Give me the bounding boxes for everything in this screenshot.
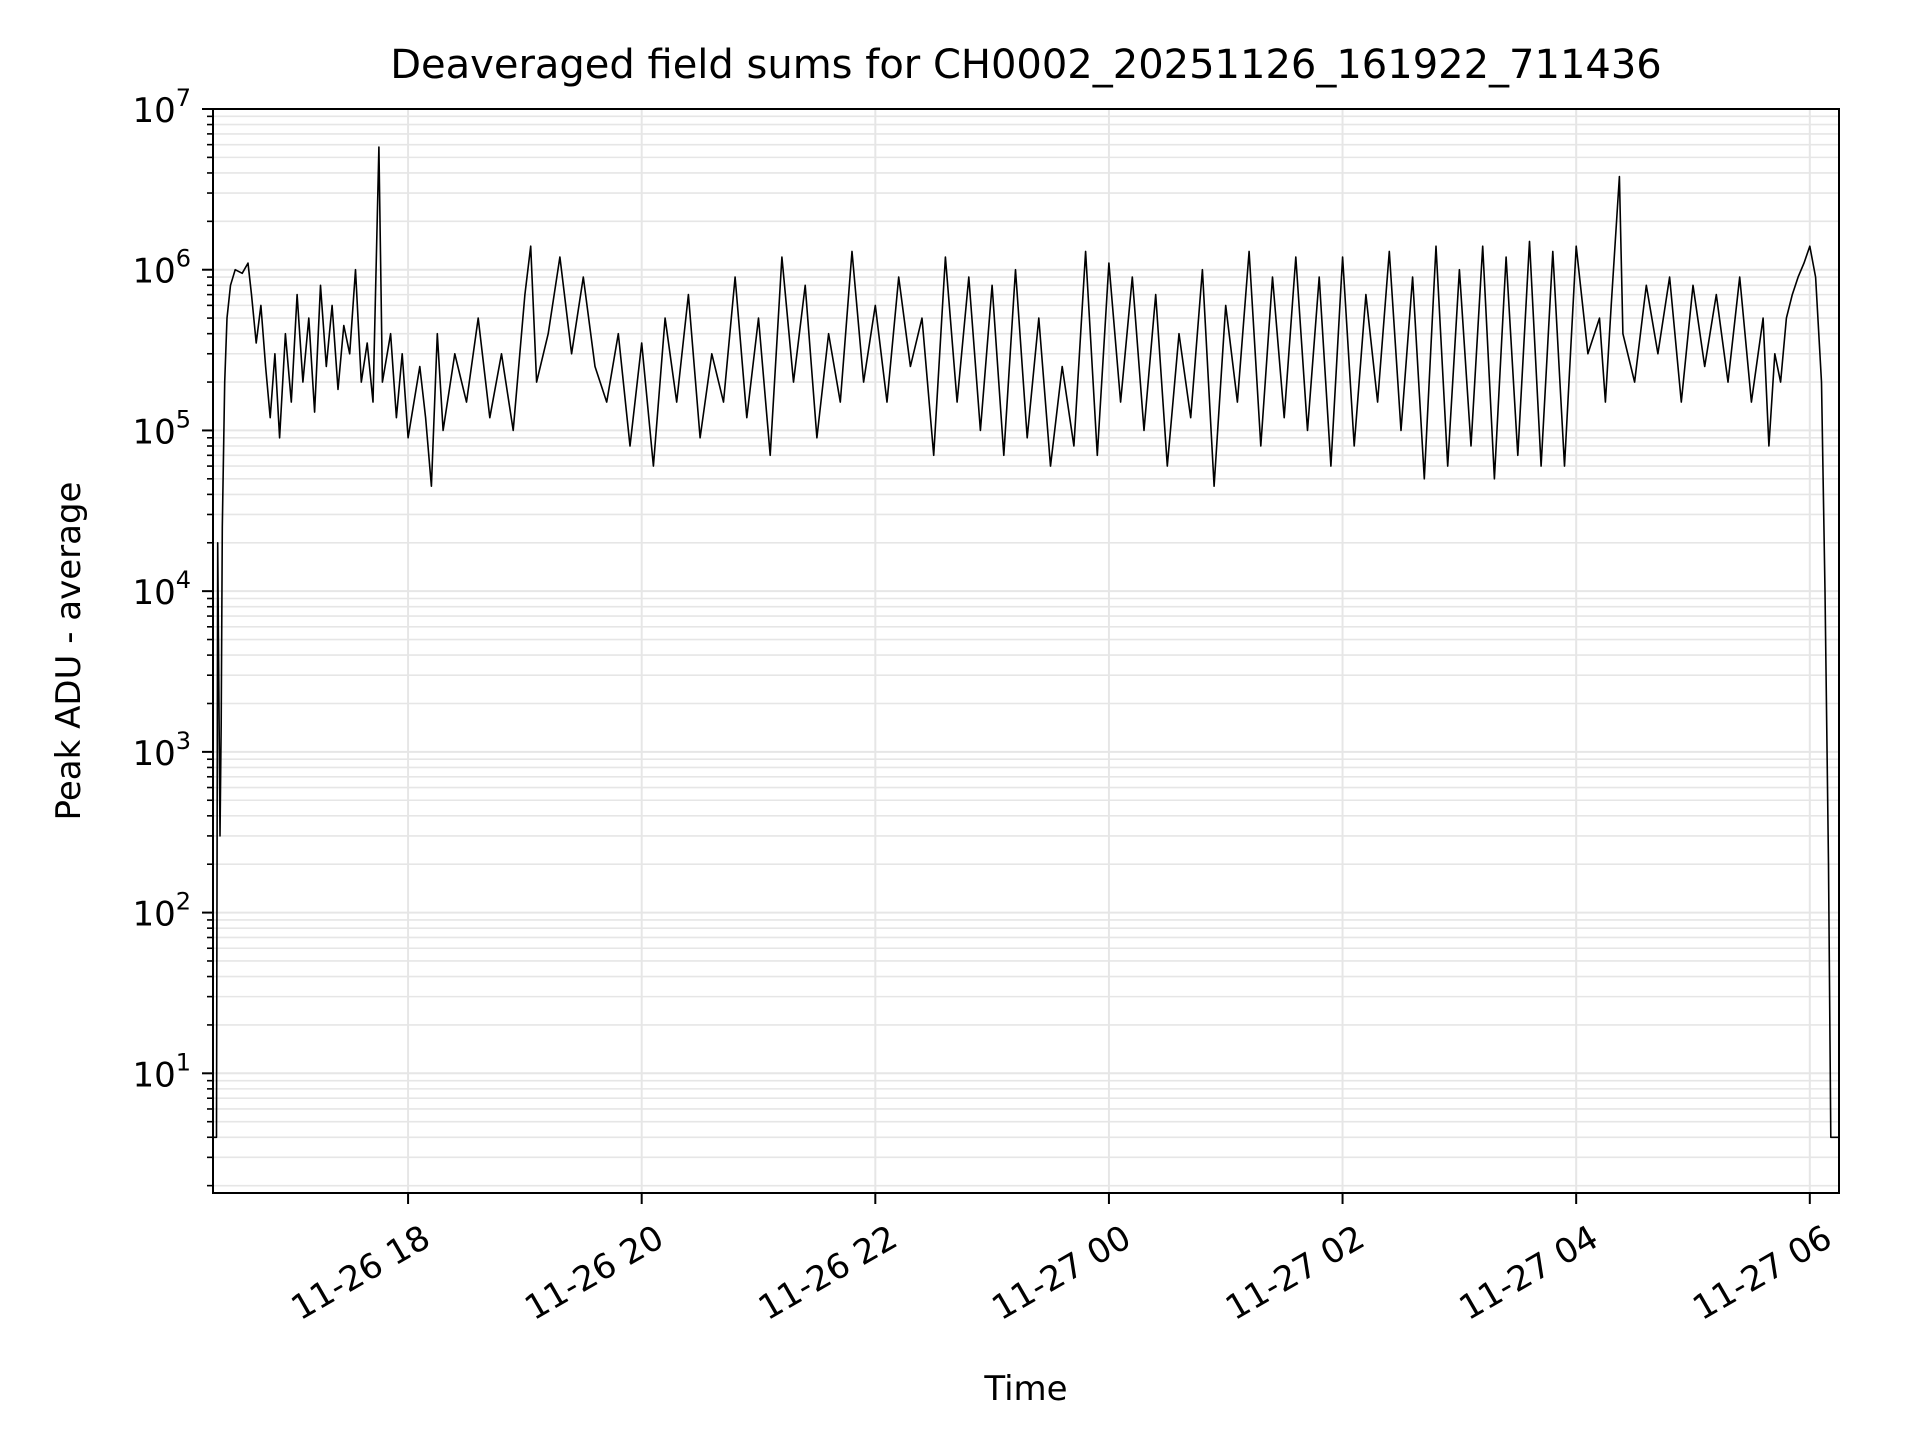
y-tick-label: 104 [132,566,191,613]
y-tick-label-base: 10 [132,252,175,292]
y-tick-label-exponent: 2 [176,888,191,916]
y-tick-label-base: 10 [132,412,175,452]
y-axis-label: Peak ADU - average [49,482,89,821]
y-tick-label: 101 [132,1048,191,1095]
y-tick-label-exponent: 5 [176,405,191,433]
chart-title: Deaveraged field sums for CH0002_2025112… [390,42,1662,88]
y-tick-label-base: 10 [132,91,175,131]
y-tick-label-exponent: 3 [176,727,191,755]
y-tick-label-base: 10 [132,573,175,613]
y-tick-label-exponent: 6 [176,245,191,273]
y-tick-label: 107 [132,84,191,131]
x-axis-label: Time [983,1369,1067,1409]
plot-frame [212,108,1840,1194]
y-tick-label-exponent: 1 [176,1048,191,1076]
series-line [213,146,1839,1139]
y-tick-label-base: 10 [132,895,175,935]
y-tick-label: 106 [132,245,191,292]
y-tick-label: 102 [132,888,191,935]
grid-layer [213,108,1839,1193]
y-tick-label-base: 10 [132,1055,175,1095]
y-tick-label-exponent: 4 [176,566,191,594]
y-tick-label-exponent: 7 [176,84,191,112]
y-tick-label: 105 [132,405,191,452]
y-tick-label: 103 [132,727,191,774]
y-tick-label-base: 10 [132,734,175,774]
series-layer [213,146,1839,1139]
